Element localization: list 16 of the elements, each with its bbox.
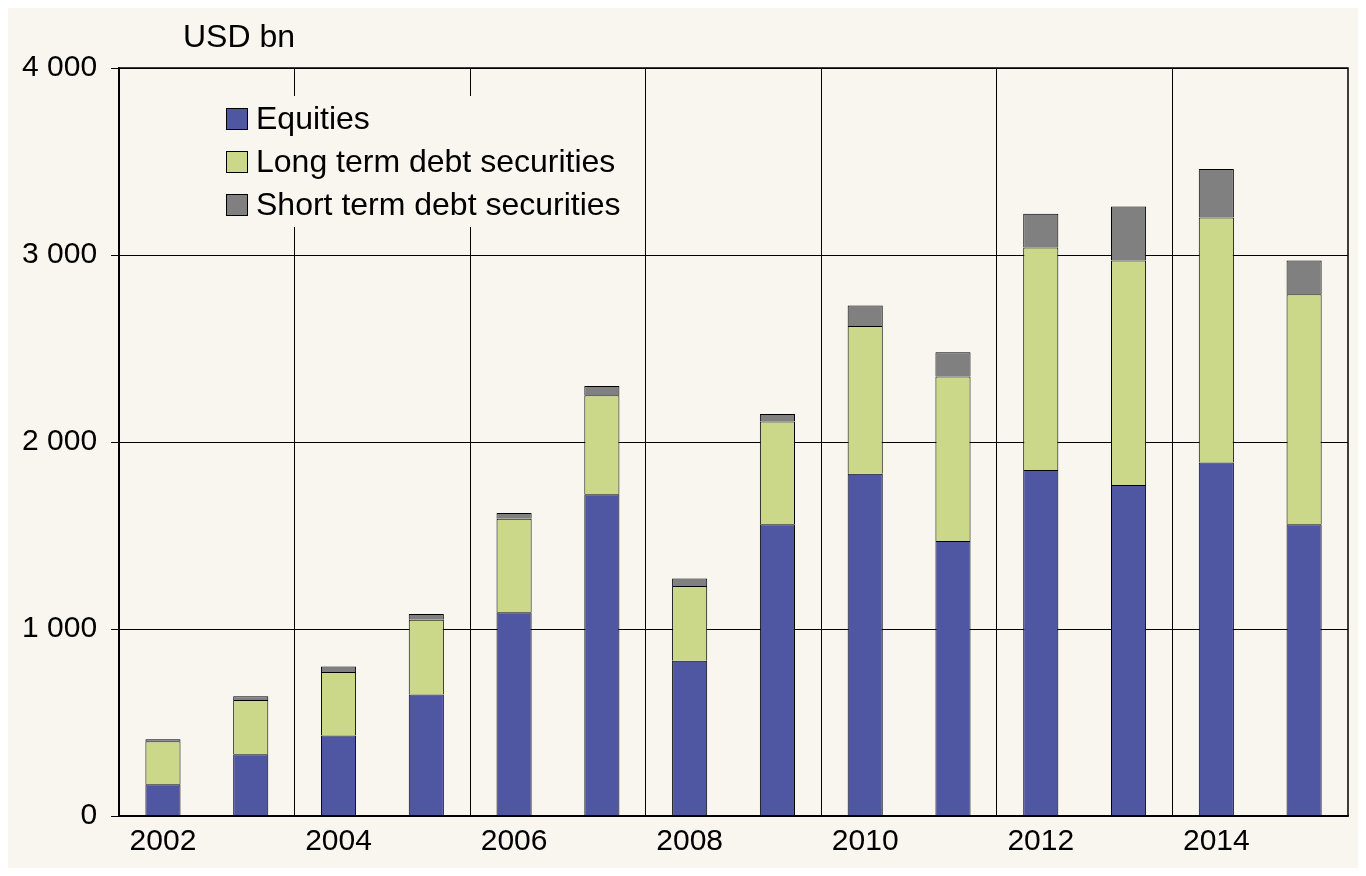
- y-tick-label: 2 000: [22, 423, 98, 457]
- y-tick-label: 3 000: [22, 236, 98, 270]
- legend-label: Short term debt securities: [256, 186, 621, 223]
- x-tick-label: 2010: [831, 823, 899, 857]
- legend-label: Long term debt securities: [256, 143, 616, 180]
- x-tick-label: 2006: [480, 823, 548, 857]
- x-tick-label: 2012: [1007, 823, 1075, 857]
- y-tick-label: 1 000: [22, 610, 98, 644]
- legend-label: Equities: [256, 100, 370, 137]
- x-tick-label: 2008: [656, 823, 724, 857]
- y-axis-title: USD bn: [183, 18, 296, 55]
- x-tick-label: 2002: [129, 823, 197, 857]
- y-tick-label: 4 000: [22, 49, 98, 83]
- y-tick-label: 0: [80, 797, 98, 831]
- x-tick-label: 2004: [305, 823, 372, 857]
- x-tick-label: 2014: [1182, 823, 1250, 857]
